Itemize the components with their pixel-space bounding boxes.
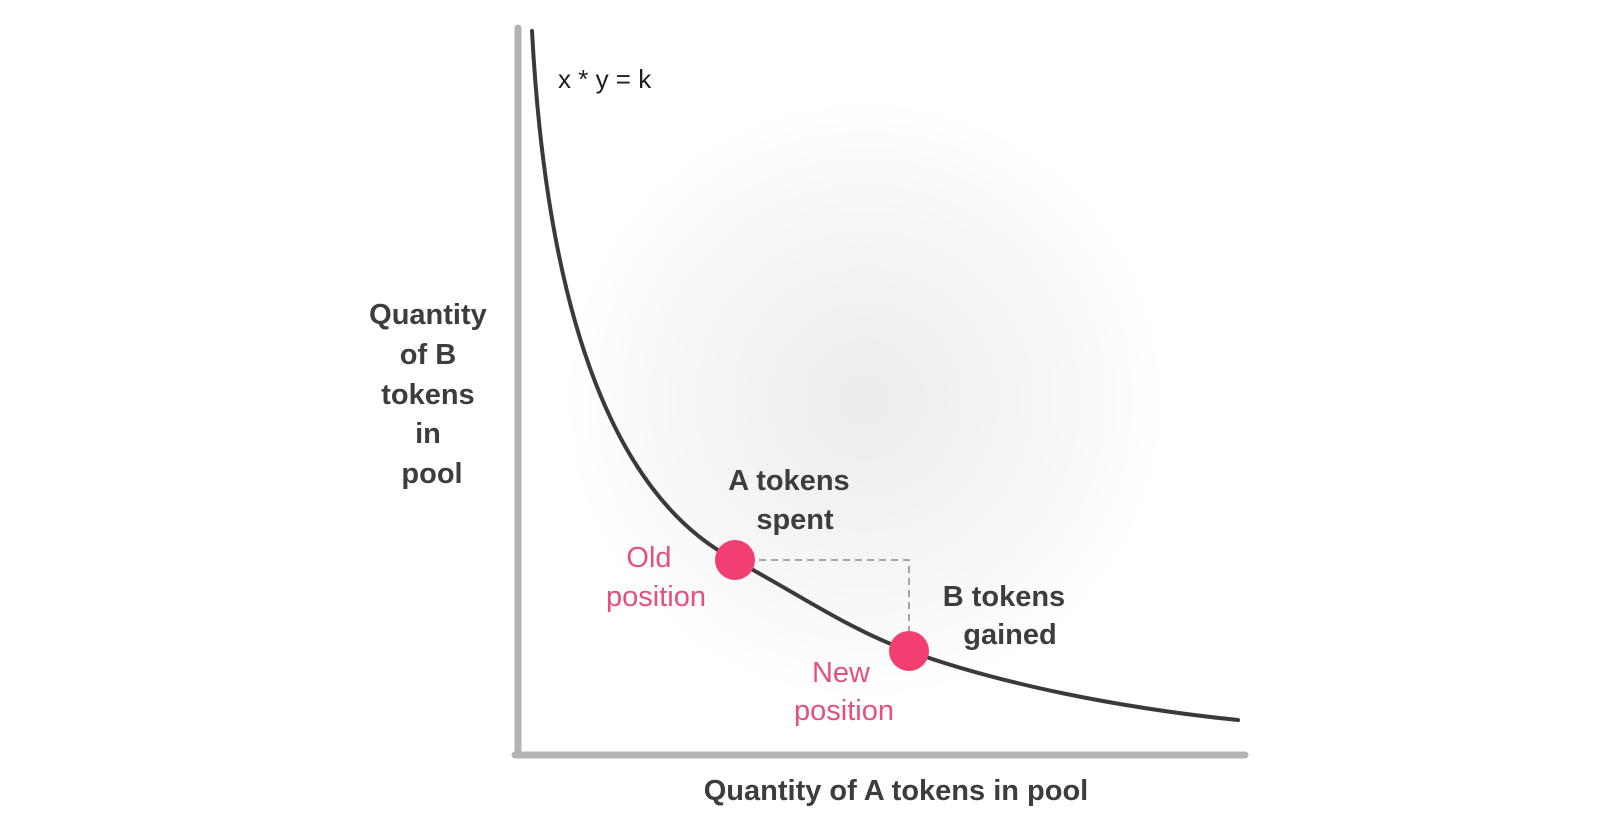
y-axis-label: Quantity of B tokens in pool	[369, 299, 495, 490]
old-point	[715, 540, 755, 580]
label-line: tokens	[381, 379, 474, 411]
label-line: pool	[401, 458, 462, 490]
label-line: B tokens	[943, 581, 1065, 613]
equation: x * y = k	[558, 64, 652, 94]
label-line: spent	[756, 504, 834, 536]
label-line: Old	[626, 542, 671, 574]
label-line: position	[794, 695, 894, 727]
delta-guide	[735, 559, 910, 651]
label-line: of B	[400, 339, 456, 371]
a-tokens-spent: A tokens spent	[728, 465, 857, 536]
x-axis-label: Quantity of A tokens in pool	[704, 775, 1089, 807]
new-point	[889, 631, 929, 671]
label-line: position	[606, 581, 706, 613]
new-position: New position	[794, 657, 894, 727]
label-line: New	[812, 657, 871, 689]
label-line: Quantity	[369, 299, 487, 331]
curve	[530, 29, 1240, 722]
label-line: gained	[963, 619, 1056, 651]
label-line: in	[415, 418, 441, 450]
b-tokens-gained: B tokens gained	[943, 581, 1074, 651]
label-line: A tokens	[728, 465, 849, 497]
old-position: Old position	[606, 542, 706, 613]
